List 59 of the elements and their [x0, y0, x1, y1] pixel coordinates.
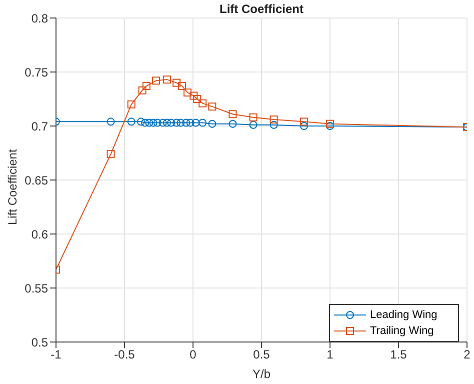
x-axis-title: Y/b [252, 367, 271, 381]
point [208, 102, 216, 111]
legend-label: Leading Wing [370, 308, 438, 323]
point [141, 118, 150, 127]
x-tick-label: 0.5 [253, 348, 270, 362]
point [186, 118, 194, 127]
point [138, 86, 146, 94]
point [106, 150, 115, 158]
point [127, 100, 136, 108]
x-tick-label: 0 [190, 348, 197, 362]
y-tick-label: 0.75 [24, 65, 48, 80]
point [145, 118, 154, 127]
point [127, 118, 136, 126]
point [142, 82, 150, 90]
x-tick-label: 2 [464, 348, 471, 362]
point [326, 122, 334, 130]
point [208, 120, 216, 128]
y-tick-label: 0.5 [31, 335, 48, 350]
point [198, 99, 207, 108]
y-tick-label: 0.6 [31, 227, 48, 242]
point [162, 76, 171, 84]
point [152, 76, 160, 85]
point [184, 88, 192, 97]
point [300, 118, 308, 126]
point [172, 78, 181, 87]
point [162, 118, 171, 127]
y-tick-label: 0.55 [24, 281, 48, 296]
point [176, 118, 185, 127]
y-tick-label: 0.65 [24, 173, 48, 188]
point [158, 118, 167, 127]
point [106, 118, 115, 126]
point [182, 118, 190, 127]
point [172, 118, 181, 127]
chart-title: Lift Coefficient [218, 2, 304, 16]
x-tick-label: 1 [326, 348, 334, 362]
point [190, 92, 198, 100]
point [300, 122, 308, 130]
point [270, 120, 278, 129]
point [249, 120, 258, 129]
point [326, 120, 334, 128]
y-tick-label: 0.7 [31, 119, 48, 134]
point [198, 118, 207, 127]
x-tick-label: -1 [50, 348, 62, 362]
point [228, 110, 237, 118]
y-axis-title: Lift Coefficient [5, 148, 20, 225]
point [167, 118, 176, 127]
legend-label: Trailing Wing [370, 324, 434, 339]
x-tick-label: 1.5 [390, 348, 408, 362]
y-tick-label: 0.8 [31, 11, 48, 26]
point [149, 118, 158, 127]
point [136, 118, 145, 126]
point [192, 118, 200, 127]
point [249, 113, 258, 122]
point [178, 82, 186, 90]
x-tick-label: -0.5 [114, 348, 136, 362]
point [153, 118, 162, 127]
point [193, 95, 202, 103]
point [270, 116, 278, 124]
point [228, 120, 237, 128]
